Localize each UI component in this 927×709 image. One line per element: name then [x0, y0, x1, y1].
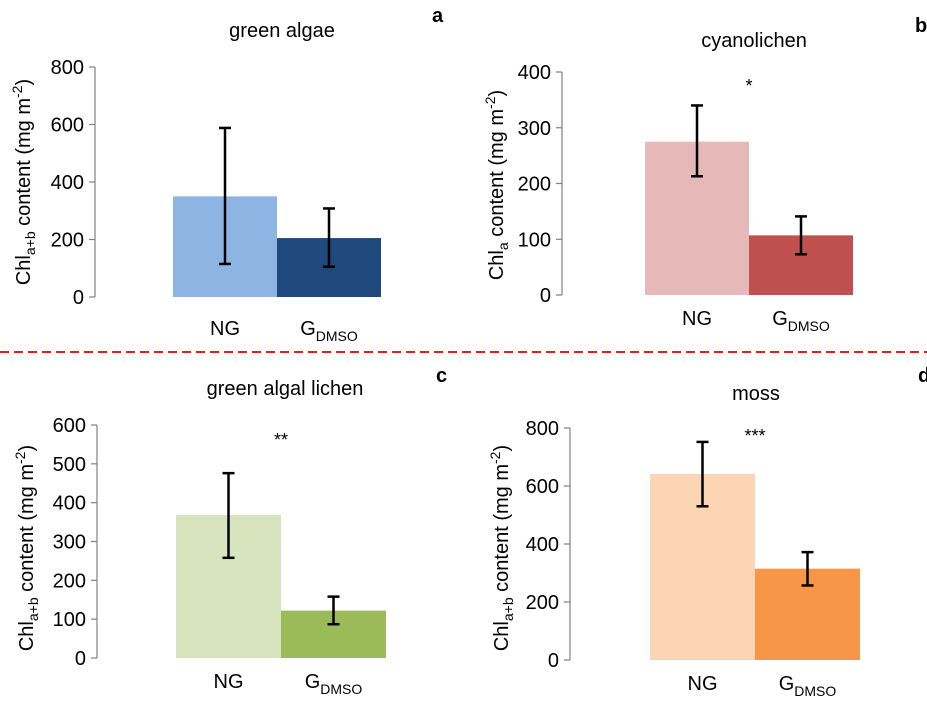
y-tick-label: 100 — [53, 609, 86, 631]
y-tick-label: 100 — [518, 229, 551, 251]
y-axis-label: Chla content (mg m-2) — [482, 90, 511, 280]
panel-c: green algal lichen c 0 100 200 300 400 500 600 NG… — [12, 365, 447, 697]
panel-letter: b — [915, 15, 927, 37]
error-bar — [691, 104, 703, 178]
y-tick-label: 400 — [526, 534, 559, 556]
panel-letter: a — [432, 5, 444, 27]
category-label: GDMSO — [305, 671, 363, 697]
y-tick-label: 0 — [540, 285, 551, 307]
panel-b: cyanolichen b 0 100 200 300 400 NG GDMSO * Chla co… — [482, 15, 927, 334]
y-tick-label: 0 — [548, 650, 559, 672]
category-label: GDMSO — [300, 318, 358, 344]
y-tick-label: 800 — [51, 57, 84, 79]
y-tick-label: 300 — [53, 532, 86, 554]
significance-label: ** — [274, 430, 288, 450]
significance-label: * — [745, 76, 752, 96]
y-tick-label: 0 — [75, 648, 86, 670]
y-tick-label: 400 — [53, 493, 86, 515]
y-tick-label: 200 — [526, 592, 559, 614]
category-label: NG — [214, 671, 244, 693]
error-bar — [327, 595, 340, 626]
error-bar — [323, 207, 335, 269]
y-axis-label: Chla+b content (mg m-2) — [12, 445, 41, 651]
y-tick-label: 200 — [51, 230, 84, 252]
panel-d: moss d 0 200 400 600 800 NG GDMSO *** Chla+b conte… — [487, 365, 927, 699]
error-bar — [219, 126, 231, 266]
category-label: NG — [688, 673, 718, 695]
panel-title: green algal lichen — [207, 378, 364, 400]
y-tick-label: 400 — [518, 62, 551, 84]
panel-title: cyanolichen — [701, 30, 807, 52]
y-tick-label: 200 — [518, 174, 551, 196]
y-tick-label: 300 — [518, 118, 551, 140]
y-tick-label: 800 — [526, 418, 559, 440]
panel-letter: d — [918, 365, 927, 387]
panel-a: green algae a 0 200 400 600 800 NG GDMSO Chla+b c… — [9, 5, 444, 344]
y-tick-label: 500 — [53, 454, 86, 476]
error-bar — [696, 440, 709, 508]
significance-label: *** — [744, 426, 765, 446]
category-label: NG — [682, 308, 712, 330]
error-bar — [222, 471, 235, 560]
category-label: NG — [210, 318, 240, 340]
error-bar — [801, 550, 814, 587]
y-axis-label: Chla+b content (mg m-2) — [9, 79, 38, 285]
y-tick-label: 0 — [73, 287, 84, 309]
y-tick-label: 600 — [53, 415, 86, 437]
category-label: GDMSO — [772, 308, 830, 334]
y-tick-label: 600 — [526, 476, 559, 498]
panel-title: moss — [732, 383, 780, 405]
y-tick-label: 200 — [53, 570, 86, 592]
error-bar — [795, 215, 807, 256]
panel-letter: c — [436, 365, 447, 387]
y-tick-label: 600 — [51, 115, 84, 137]
y-tick-label: 400 — [51, 172, 84, 194]
category-label: GDMSO — [779, 673, 837, 699]
y-axis-label: Chla+b content (mg m-2) — [487, 445, 516, 651]
panel-title: green algae — [229, 20, 335, 42]
